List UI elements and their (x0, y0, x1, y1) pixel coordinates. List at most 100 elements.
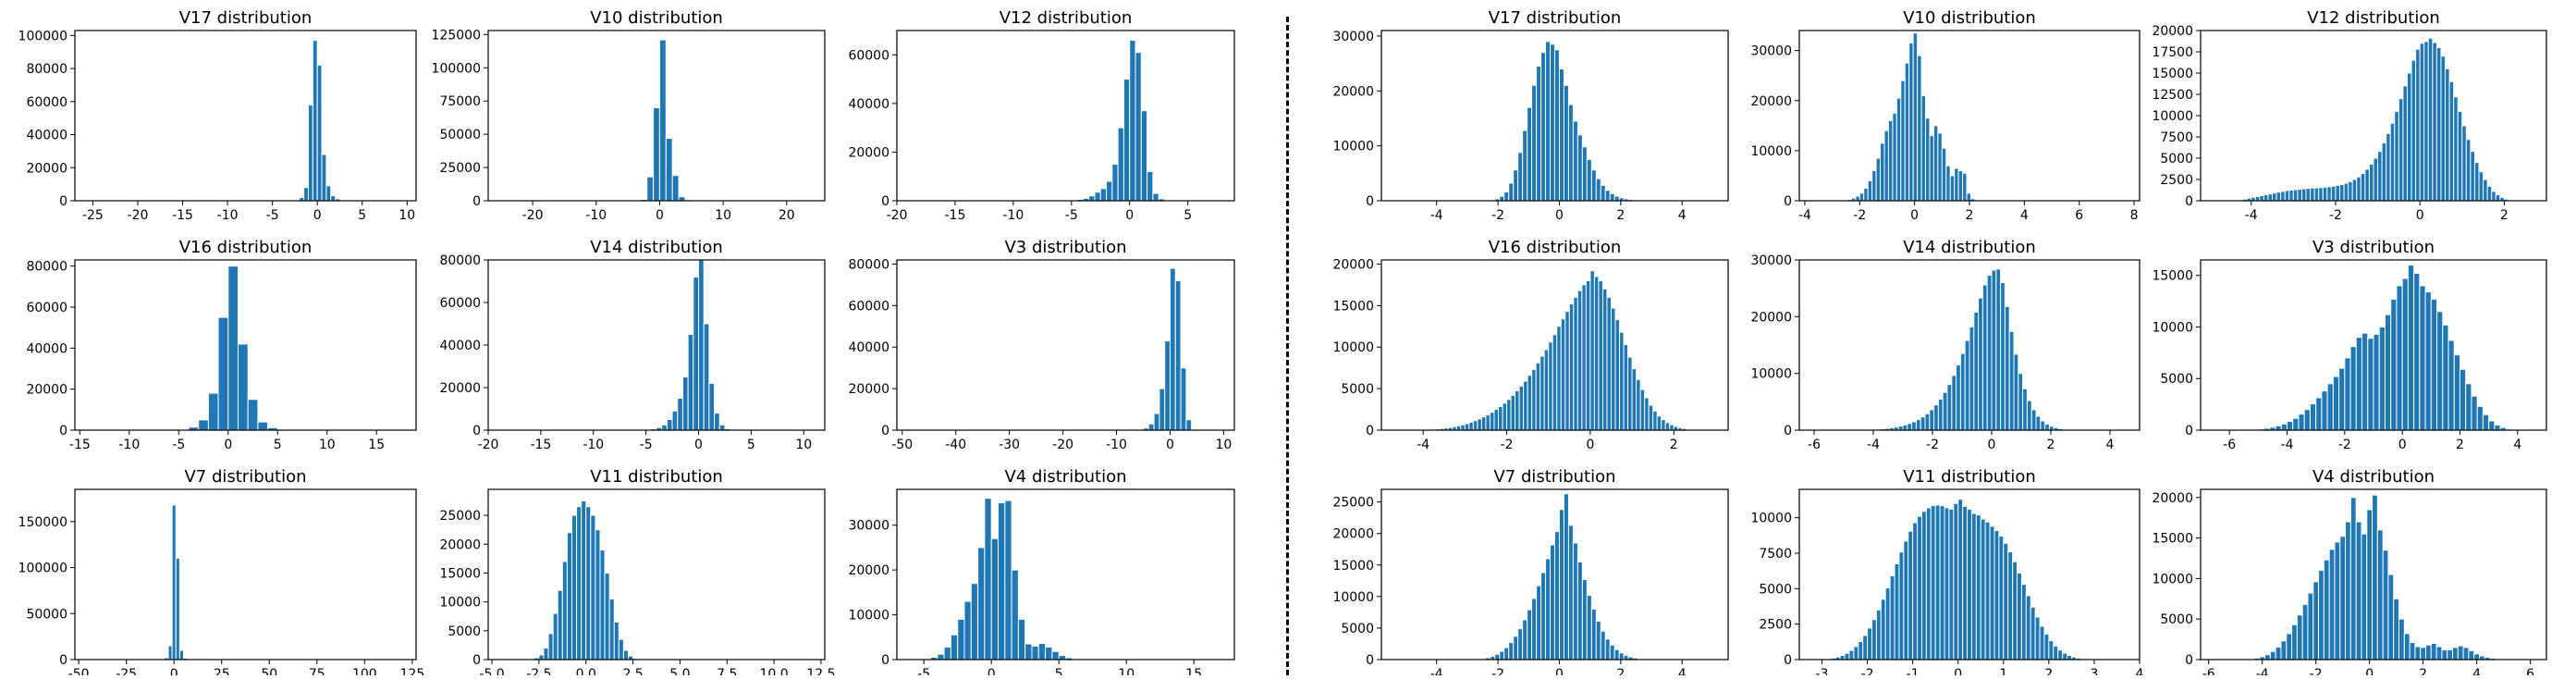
histogram-bar (2268, 194, 2273, 201)
histogram-bar (1523, 620, 1527, 660)
y-tick-label: 150000 (18, 515, 67, 530)
histogram-bar (2018, 573, 2022, 660)
histogram-bar (1540, 356, 1545, 430)
histogram-bar (2443, 325, 2448, 430)
histogram-bar (2420, 43, 2424, 201)
histogram-bar (595, 530, 600, 660)
x-tick-label: 20 (779, 208, 795, 223)
histogram-bar (1904, 541, 1908, 660)
histogram-bar (1549, 342, 1553, 430)
histogram-bar (2368, 339, 2374, 430)
histogram-bar (2399, 619, 2405, 660)
histogram-bar (2275, 647, 2281, 660)
histogram-bar (2425, 292, 2431, 430)
x-tick-label: 5 (1184, 208, 1192, 223)
histogram-bar (1465, 424, 1469, 430)
histogram-bar (1918, 56, 1921, 201)
histogram-bar (2442, 649, 2447, 660)
histogram-bar (2021, 585, 2026, 660)
histogram-bar (2361, 174, 2365, 201)
histogram-bar (2377, 530, 2383, 660)
y-tick-label: 20000 (2152, 491, 2193, 506)
x-tick-label: -1 (1907, 667, 1920, 675)
y-tick-label: 20000 (1332, 257, 1374, 272)
histogram-bar (1005, 500, 1012, 660)
histogram-bar (2004, 543, 2008, 660)
x-tick-label: -50 (891, 438, 913, 452)
x-tick-label: -5 (172, 438, 185, 452)
histogram-bar (1574, 297, 1578, 430)
histogram-bar (1509, 643, 1514, 660)
histogram-bar (2255, 196, 2260, 201)
histogram-bar (2018, 374, 2023, 430)
histogram-bar (1527, 376, 1532, 430)
x-tick-label: 0 (1988, 438, 1996, 452)
histogram-bar (1645, 398, 1650, 430)
histogram-bar (553, 613, 558, 660)
histogram-bar (1920, 417, 1925, 430)
histogram-bar (1615, 320, 1620, 430)
histogram-bar (2466, 140, 2471, 201)
histogram-bar (609, 599, 614, 660)
histogram-bar (238, 344, 248, 430)
histogram-bar (1148, 424, 1154, 430)
histogram-bar (2323, 187, 2327, 201)
histogram-bar (951, 635, 957, 660)
histogram-bar (1662, 420, 1666, 430)
histogram-bar (1154, 414, 1159, 430)
histogram-bar (2329, 549, 2335, 660)
chart-title: V16 distribution (1489, 238, 1622, 257)
histogram-bar (1544, 350, 1549, 430)
histogram-bar (1573, 543, 1577, 660)
y-tick-label: 40000 (26, 129, 67, 143)
histogram-bar (2356, 522, 2361, 660)
histogram-bar (1974, 312, 1979, 430)
histogram-bar (1141, 111, 1147, 201)
histogram-bar (985, 499, 991, 660)
histogram-bar (1012, 570, 1018, 660)
x-tick-label: 50 (261, 667, 277, 675)
x-tick-label: 5 (1055, 667, 1063, 675)
x-tick-label: 6 (2075, 208, 2083, 223)
x-tick-label: 10.0 (760, 667, 789, 675)
histogram-bar (1947, 385, 1952, 430)
histogram-bar (1938, 400, 1943, 430)
y-tick-label: 20000 (439, 537, 481, 552)
histogram-bar (2404, 634, 2410, 660)
y-tick-label: 20000 (26, 161, 67, 176)
x-tick-label: 0 (1166, 438, 1174, 452)
histogram-bar (2314, 188, 2319, 201)
histogram-bar (1653, 411, 1658, 430)
x-tick-label: 0 (313, 208, 322, 223)
x-tick-label: -5 (1065, 208, 1078, 223)
histogram-bar (623, 650, 628, 660)
x-tick-label: 0 (2416, 208, 2424, 223)
x-tick-label: -10 (1106, 438, 1127, 452)
y-tick-label: 50000 (439, 128, 481, 142)
histogram-bar (586, 507, 591, 660)
histogram-bar (1052, 651, 1059, 660)
x-tick-label: 2 (1670, 438, 1678, 452)
histogram-bar (2408, 265, 2413, 430)
histogram-bar (1854, 647, 1858, 660)
y-tick-label: 80000 (439, 253, 481, 268)
x-tick-label: 10 (715, 208, 731, 223)
x-tick-label: 0 (224, 438, 232, 452)
x-tick-label: -4 (1430, 667, 1443, 675)
histogram-bar (1590, 271, 1595, 430)
x-tick-label: 4 (2513, 438, 2521, 452)
histogram-bar (2466, 384, 2472, 430)
x-tick-label: 0 (2398, 438, 2407, 452)
histogram-bar (2487, 186, 2492, 201)
histogram-bar (1994, 530, 1999, 660)
x-tick-label: 0 (1954, 667, 1962, 675)
histogram-bar (2431, 299, 2436, 430)
x-tick-label: -10 (118, 438, 140, 452)
y-tick-label: 100000 (432, 61, 481, 76)
histogram-bar (1018, 619, 1024, 660)
histogram-bar (1573, 121, 1577, 201)
histogram-bar (2340, 185, 2345, 201)
histogram-bar (1486, 414, 1490, 430)
x-tick-label: -10 (585, 208, 607, 223)
